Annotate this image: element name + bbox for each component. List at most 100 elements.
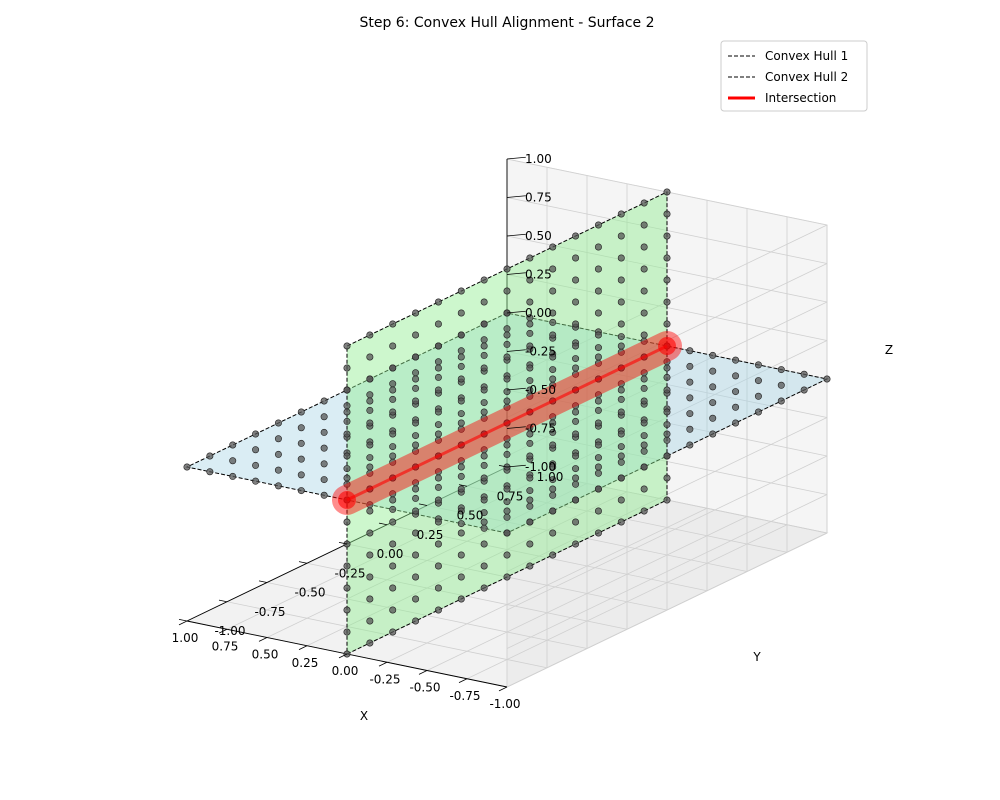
surface-2-point	[457, 331, 465, 339]
surface-2-point	[503, 353, 511, 361]
surface-2-point	[366, 441, 374, 449]
surface-2-point	[663, 188, 671, 196]
surface-2-point	[640, 441, 648, 449]
y-tick-label: 0.75	[497, 489, 524, 503]
z-axis-label: Z	[885, 343, 893, 357]
surface-1-point	[434, 358, 442, 366]
surface-2-point	[572, 496, 580, 504]
surface-2-point	[343, 430, 351, 438]
surface-2-point	[663, 210, 671, 218]
surface-1-point	[434, 373, 442, 381]
surface-1-point	[343, 417, 351, 425]
x-tick-mark	[178, 620, 188, 626]
surface-2-point	[594, 397, 602, 405]
surface-2-point	[434, 342, 442, 350]
legend: Convex Hull 1 Convex Hull 2 Intersection	[720, 40, 868, 112]
surface-2-point	[594, 309, 602, 317]
surface-1-point	[480, 509, 488, 517]
surface-2-point	[366, 595, 374, 603]
z-tick-mark	[506, 426, 526, 429]
intersection-end	[658, 337, 676, 355]
surface-2-point	[526, 298, 534, 306]
surface-1-point	[777, 397, 785, 405]
surface-1-point	[640, 432, 648, 440]
legend-entry-hull-1: Convex Hull 1	[765, 49, 848, 63]
surface-2-point	[343, 584, 351, 592]
surface-1-point	[732, 403, 740, 411]
surface-2-point	[366, 617, 374, 625]
surface-2-point	[663, 320, 671, 328]
surface-2-point	[366, 639, 374, 647]
intersection-start	[338, 491, 356, 509]
surface-2-point	[503, 441, 511, 449]
surface-1-point	[503, 340, 511, 348]
surface-1-point	[412, 384, 420, 392]
surface-2-point	[572, 540, 580, 548]
surface-1-point	[572, 355, 580, 363]
z-tick-label: 0.75	[525, 191, 552, 205]
surface-1-point	[229, 472, 237, 480]
surface-2-point	[526, 254, 534, 262]
surface-2-point	[572, 276, 580, 284]
surface-1-point	[732, 419, 740, 427]
surface-2-point	[480, 276, 488, 284]
surface-1-point	[274, 450, 282, 458]
y-tick-mark	[498, 464, 508, 468]
surface-1-point	[434, 421, 442, 429]
y-tick-label: 0.25	[417, 528, 444, 542]
surface-1-point	[549, 476, 557, 484]
surface-1-point	[457, 410, 465, 418]
surface-2-point	[663, 408, 671, 416]
surface-2-point	[366, 375, 374, 383]
surface-1-point	[640, 447, 648, 455]
surface-points	[183, 188, 831, 658]
surface-1-point	[617, 395, 625, 403]
z-tick-mark	[506, 195, 526, 198]
surface-2-point	[412, 573, 420, 581]
surface-1-point	[777, 381, 785, 389]
grid-floor-x	[226, 474, 548, 630]
surface-2-point	[480, 298, 488, 306]
surface-2-point	[434, 364, 442, 372]
surface-2-point	[617, 474, 625, 482]
surface-2-point	[503, 573, 511, 581]
surface-2-point	[549, 287, 557, 295]
surface-2-point	[572, 254, 580, 262]
legend-entry-intersection: Intersection	[765, 91, 836, 105]
surface-1-point	[480, 336, 488, 344]
surface-1-point	[503, 325, 511, 333]
surface-2-point	[663, 452, 671, 460]
y-tick-mark	[458, 484, 468, 487]
surface-2-point	[412, 353, 420, 361]
surface-2-point	[480, 518, 488, 526]
surface-2-point	[389, 430, 397, 438]
surface-2-point	[480, 540, 488, 548]
surface-1-point	[297, 455, 305, 463]
surface-2-point	[594, 331, 602, 339]
surface-2-point	[503, 507, 511, 515]
surface-1-point	[389, 395, 397, 403]
x-tick-label: 0.00	[332, 664, 359, 678]
surface-1-point	[183, 463, 191, 471]
z-tick-mark	[506, 272, 526, 275]
surface-2-point	[503, 287, 511, 295]
surface-1-point	[754, 392, 762, 400]
surface-1-point	[572, 417, 580, 425]
surface-2-point	[640, 485, 648, 493]
surface-1-point	[297, 408, 305, 416]
surface-2-point	[526, 540, 534, 548]
surface-2-point	[594, 441, 602, 449]
x-tick-label: 0.75	[212, 639, 239, 653]
surface-2-point	[343, 364, 351, 372]
surface-2-point	[617, 298, 625, 306]
surface-2-point	[434, 386, 442, 394]
surface-1-point	[229, 441, 237, 449]
surface-2-point	[434, 474, 442, 482]
surface-2-point	[640, 331, 648, 339]
surface-2-point	[343, 408, 351, 416]
surface-1-point	[754, 377, 762, 385]
z-tick-mark	[506, 387, 526, 391]
z-tick-label: -1.00	[525, 460, 556, 474]
x-tick-mark	[458, 678, 468, 683]
x-tick-mark	[418, 670, 428, 675]
